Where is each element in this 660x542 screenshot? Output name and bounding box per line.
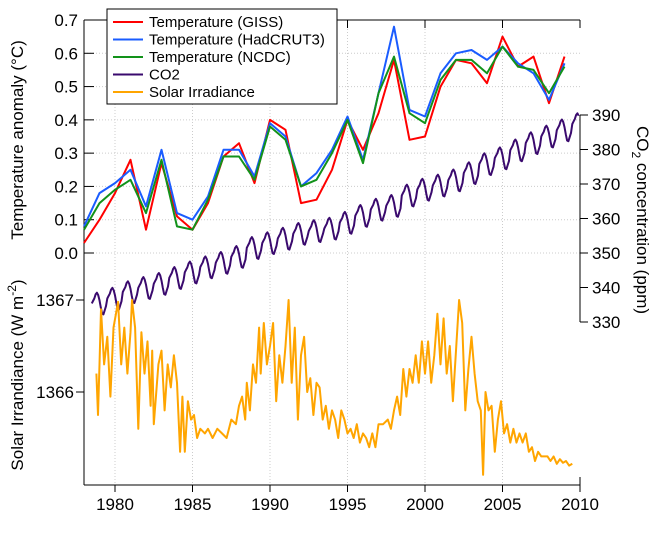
x-tick-label: 1990 xyxy=(251,495,289,514)
temperature-tick-label: 0.2 xyxy=(54,177,78,196)
co2-tick-label: 380 xyxy=(592,141,620,160)
legend-label: Temperature (GISS) xyxy=(149,14,283,31)
solar-axis-label: Solar Irrandiance (W m-2) xyxy=(5,279,27,470)
legend-label: Solar Irradiance xyxy=(149,84,255,101)
co2-tick-label: 330 xyxy=(592,313,620,332)
x-tick-label: 1985 xyxy=(174,495,212,514)
co2-tick-label: 360 xyxy=(592,210,620,229)
temperature-axis-label: Temperature anomaly (°C) xyxy=(8,40,27,240)
co2-tick-label: 340 xyxy=(592,279,620,298)
legend-label: CO2 xyxy=(149,67,180,84)
co2-tick-label: 390 xyxy=(592,106,620,125)
solar-tick-label: 1367 xyxy=(36,291,74,310)
temperature-tick-label: 0.7 xyxy=(54,11,78,30)
legend-label: Temperature (NCDC) xyxy=(149,49,291,66)
legend-label: Temperature (HadCRUT3) xyxy=(149,32,325,49)
x-tick-label: 2000 xyxy=(406,495,444,514)
co2-tick-label: 370 xyxy=(592,175,620,194)
x-tick-label: 2010 xyxy=(561,495,599,514)
temperature-tick-label: 0.1 xyxy=(54,211,78,230)
temperature-tick-label: 0.0 xyxy=(54,244,78,263)
solar-tick-label: 1366 xyxy=(36,383,74,402)
co2-tick-label: 350 xyxy=(592,244,620,263)
x-tick-label: 2005 xyxy=(484,495,522,514)
series-lines xyxy=(83,25,580,476)
temperature-tick-label: 0.4 xyxy=(54,111,78,130)
series-line-solar-irradiance xyxy=(95,299,573,476)
x-tick-label: 1995 xyxy=(329,495,367,514)
series-line-co2 xyxy=(90,112,580,316)
temperature-tick-label: 0.6 xyxy=(54,44,78,63)
series-line-temperature-hadcrut3 xyxy=(83,25,566,227)
temperature-tick-label: 0.3 xyxy=(54,144,78,163)
temperature-tick-label: 0.5 xyxy=(54,78,78,97)
series-line-temperature-ncdc xyxy=(83,45,566,231)
x-tick-label: 1980 xyxy=(96,495,134,514)
legend: Temperature (GISS)Temperature (HadCRUT3)… xyxy=(106,8,338,105)
co2-axis-label: CO2 concentration (ppm) xyxy=(629,126,652,314)
axes: 1980 1985 1990 1995 2000 2005 2010 0.0 0.1 0.2 0.3… xyxy=(36,11,620,514)
